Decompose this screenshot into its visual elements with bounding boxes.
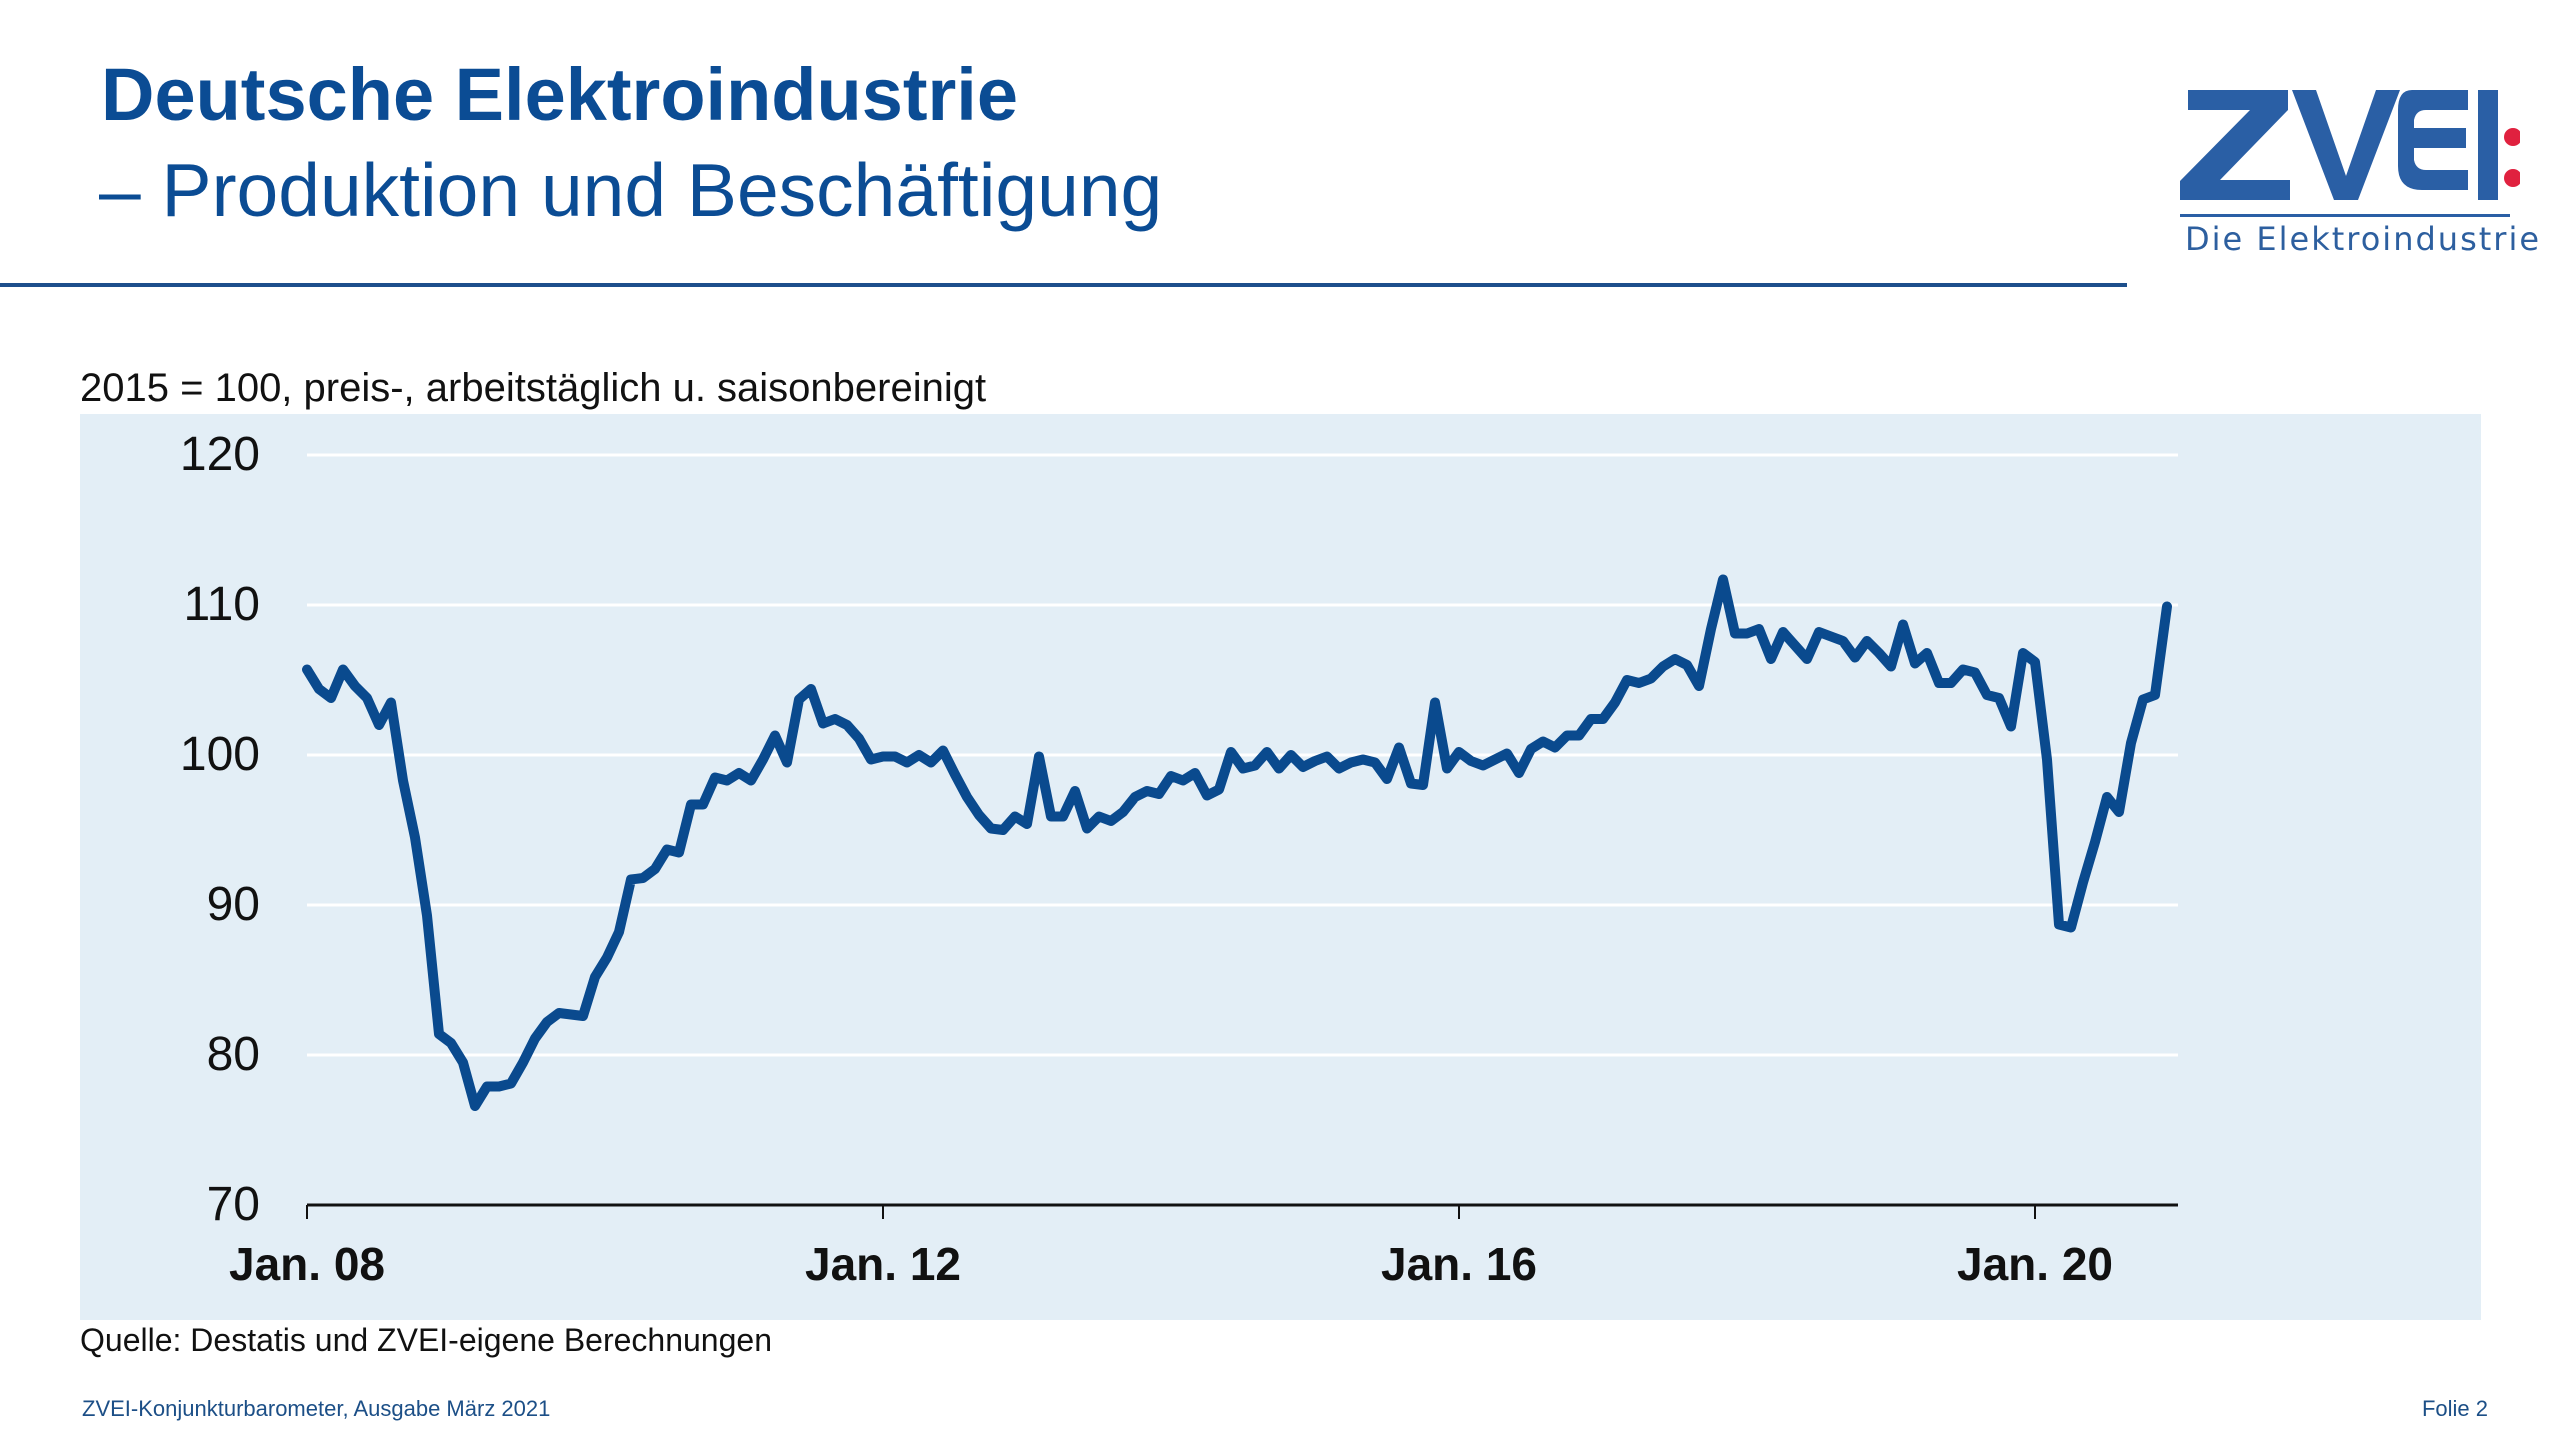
x-tick-label: Jan. 16 bbox=[1381, 1238, 1537, 1290]
title-separator bbox=[0, 283, 2127, 287]
slide-subtitle: – Produktion und Beschäftigung bbox=[99, 148, 1163, 232]
x-axis bbox=[306, 1203, 2178, 1219]
x-tick-label: Jan. 12 bbox=[805, 1238, 961, 1290]
logo-tagline: Die Elektroindustrie bbox=[2185, 220, 2542, 258]
logo-dot-upper-icon bbox=[2504, 128, 2520, 146]
y-tick-label: 110 bbox=[183, 578, 260, 631]
x-tick-label: Jan. 20 bbox=[1957, 1238, 2113, 1290]
logo-dot-lower-icon bbox=[2504, 169, 2520, 187]
production-series-line bbox=[302, 574, 2172, 1111]
zvei-logo bbox=[2180, 90, 2520, 217]
source-note: Quelle: Destatis und ZVEI-eigene Berechn… bbox=[80, 1322, 772, 1358]
y-tick-label: 100 bbox=[179, 728, 260, 781]
gridlines bbox=[307, 453, 2178, 1057]
y-tick-label: 80 bbox=[206, 1028, 260, 1081]
line-chart bbox=[302, 453, 2178, 1219]
x-tick-label: Jan. 08 bbox=[229, 1238, 385, 1290]
slide-title: Deutsche Elektroindustrie bbox=[101, 53, 1019, 136]
y-tick-label: 120 bbox=[179, 428, 260, 481]
chart-panel: 70 80 90 100 110 120 Jan. 08 Jan. 12 Jan. 16 Jan… bbox=[80, 414, 2481, 1320]
chart-note: 2015 = 100, preis-, arbeitstäglich u. sa… bbox=[80, 366, 987, 410]
footer-publication: ZVEI-Konjunkturbarometer, Ausgabe März 2… bbox=[82, 1396, 551, 1421]
y-tick-label: 70 bbox=[206, 1178, 260, 1231]
y-tick-label: 90 bbox=[206, 878, 260, 931]
slide-number: Folie 2 bbox=[2421, 1396, 2488, 1421]
zvei-wordmark-icon bbox=[2180, 90, 2510, 217]
